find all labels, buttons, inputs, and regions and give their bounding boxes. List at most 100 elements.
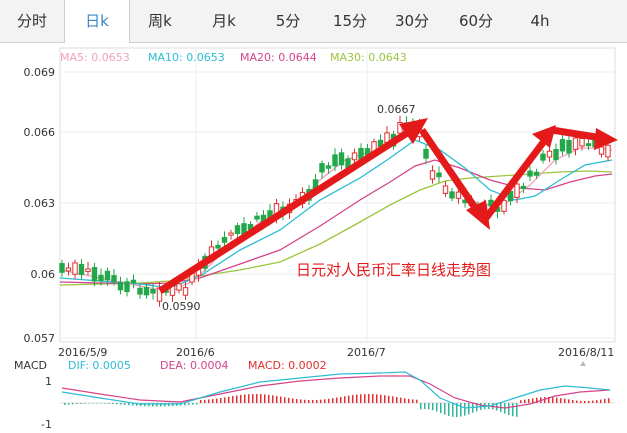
x-tick-label: 2016/7	[347, 346, 386, 359]
candle-body	[182, 287, 189, 296]
candle-body	[150, 288, 156, 294]
tab-4h[interactable]: 4h	[530, 12, 550, 30]
candle-body	[338, 152, 345, 166]
candle-body	[351, 152, 358, 161]
candle-body	[130, 279, 137, 284]
panel-collapse-icon[interactable]	[580, 361, 586, 366]
x-tick-label: 2016/6	[176, 346, 215, 359]
candle-body	[319, 163, 325, 173]
candle-body	[455, 191, 462, 199]
macd-bar	[408, 398, 410, 403]
macd-bar	[280, 396, 282, 403]
macd-bar	[120, 403, 122, 405]
macd-bar	[252, 394, 254, 403]
macd-bar	[460, 403, 462, 417]
macd-bar	[432, 403, 434, 411]
tab-60min[interactable]: 60分	[458, 12, 494, 30]
dif-legend: DIF: 0.0005	[68, 359, 131, 372]
candle-body	[78, 263, 85, 275]
tab-monthly-k[interactable]: 月k	[212, 12, 236, 30]
tab-weekly-k[interactable]: 周k	[148, 12, 172, 30]
candle-body	[176, 283, 182, 291]
tab-5min[interactable]: 5分	[275, 12, 301, 30]
y-tick-label: 0.063	[24, 197, 56, 210]
tab-15min[interactable]: 15分	[332, 12, 368, 30]
candle-body	[429, 170, 436, 180]
macd-bar	[296, 399, 298, 403]
y-tick-label: 0.057	[24, 332, 56, 345]
macd-bar	[448, 403, 450, 416]
macd-bar	[592, 400, 594, 403]
macd-bar	[320, 399, 322, 403]
y-tick-label: 0.066	[24, 126, 56, 139]
macd-bar	[352, 395, 354, 403]
ma10-legend: MA10: 0.0653	[148, 51, 225, 64]
macd-bar	[148, 403, 150, 407]
macd-bar	[348, 395, 350, 403]
tab-30min[interactable]: 30分	[394, 12, 430, 30]
macd-bar	[200, 399, 202, 403]
macd-bar	[400, 397, 402, 403]
macd-bar	[268, 394, 270, 403]
macd-bar	[100, 403, 102, 404]
macd-bar	[512, 403, 514, 417]
macd-bar	[552, 397, 554, 403]
macd-bar	[124, 403, 126, 405]
candle-body	[501, 199, 507, 212]
macd-bar	[368, 394, 370, 403]
macd-bar	[276, 395, 278, 403]
macd-bar	[444, 403, 446, 415]
macd-bar	[84, 403, 86, 404]
macd-bar	[88, 403, 90, 404]
macd-bar	[424, 403, 426, 410]
macd-bar	[580, 400, 582, 403]
candle-body	[566, 140, 572, 154]
macd-bar	[248, 394, 250, 403]
macd-bar	[572, 400, 574, 403]
dif-line	[61, 371, 611, 409]
macd-bar	[184, 403, 186, 406]
macd-bar	[220, 398, 222, 403]
macd-bar	[576, 400, 578, 403]
macd-bar	[216, 398, 218, 403]
macd-bar	[204, 399, 206, 403]
candle-body	[546, 150, 553, 158]
macd-bar	[92, 403, 94, 404]
macd-bar	[316, 399, 318, 403]
tab-intraday[interactable]: 分时	[16, 12, 47, 30]
macd-bar	[132, 403, 134, 406]
candle-body	[117, 281, 124, 291]
candle-body	[254, 215, 260, 220]
macd-bar	[384, 395, 386, 403]
macd-bar	[392, 396, 394, 403]
macd-bar	[104, 403, 106, 404]
macd-bar	[364, 394, 366, 403]
macd-bar	[544, 397, 546, 403]
candle-body	[72, 262, 78, 275]
macd-bar	[340, 396, 342, 403]
macd-bar	[152, 403, 154, 407]
macd-bar	[428, 403, 430, 410]
period-tab-bar: 分时 日k 周k 月k 5分 15分 30分 60分 4h	[0, 0, 627, 43]
macd-bar	[436, 403, 438, 412]
macd-bar	[312, 399, 314, 403]
ma30-legend: MA30: 0.0643	[330, 51, 407, 64]
macd-bar	[588, 400, 590, 403]
macd-bar	[160, 403, 162, 407]
macd-bar	[388, 395, 390, 403]
candle-body	[572, 137, 579, 150]
macd-bar	[604, 398, 606, 403]
macd-bar	[596, 400, 598, 403]
candle-body	[111, 275, 117, 283]
macd-bar	[468, 403, 470, 415]
macd-legend: MACD: 0.0002	[248, 359, 327, 372]
macd-bar	[304, 399, 306, 403]
candle-body	[520, 185, 527, 190]
candle-body	[514, 183, 520, 198]
macd-bar	[404, 398, 406, 403]
macd-bar	[532, 398, 534, 403]
tab-daily-k[interactable]: 日k	[64, 0, 130, 43]
trend-arrows	[158, 118, 618, 294]
macd-bar	[332, 398, 334, 403]
